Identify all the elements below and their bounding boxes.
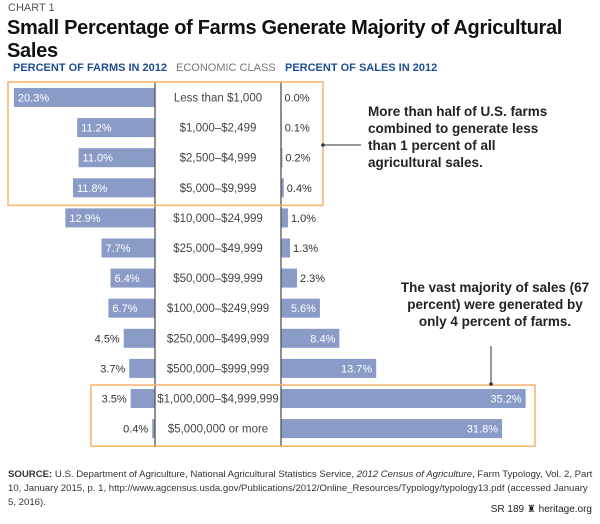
farms-bar (123, 328, 155, 348)
source-label: SOURCE: (8, 469, 53, 480)
sales-bar (281, 178, 284, 198)
sales-value-label: 0.4% (287, 183, 312, 195)
category-label: $5,000–$9,999 (180, 183, 257, 195)
farms-bar (101, 238, 155, 258)
sales-bar (281, 419, 503, 439)
farms-value-label: 3.7% (100, 363, 125, 375)
farms-header: PERCENT OF FARMS IN 2012 (13, 62, 168, 74)
farms-bar (13, 88, 156, 107)
farms-bar (77, 118, 155, 138)
farms-value-label: 11.0% (83, 153, 114, 165)
farms-bar (72, 178, 155, 198)
sales-bar (281, 208, 288, 228)
sales-bar (281, 238, 291, 258)
annotation-large-farms: The vast majority of sales (67 percent) … (400, 280, 590, 329)
sales-value-label: 8.4% (310, 333, 335, 345)
sales-bar (281, 389, 526, 408)
farms-value-label: 11.2% (81, 123, 112, 135)
sales-value-label: 0.1% (285, 123, 310, 135)
chart-title: Small Percentage of Farms Generate Major… (7, 17, 563, 62)
farms-bar (152, 419, 155, 439)
category-label: $2,500–$4,999 (180, 153, 257, 165)
category-label: $10,000–$24,999 (173, 213, 263, 225)
sales-value-label: 35.2% (490, 394, 521, 406)
source-title: 2012 Census of Agriculture (356, 469, 473, 480)
chart-kicker: CHART 1 (8, 2, 55, 14)
sales-value-label: 0.2% (285, 153, 310, 165)
sales-bar (281, 328, 340, 348)
category-label: $250,000–$499,999 (167, 333, 269, 345)
category-label: $5,000,000 or more (168, 424, 268, 436)
farms-value-label: 3.5% (102, 394, 127, 406)
farms-value-label: 6.7% (112, 303, 137, 315)
farms-value-label: 7.7% (105, 243, 130, 255)
category-label: $50,000–$99,999 (173, 273, 263, 285)
source-text: U.S. Department of Agriculture, National… (52, 469, 357, 480)
class-column (155, 82, 281, 448)
sales-bar (281, 268, 297, 288)
farms-value-label: 12.9% (69, 213, 100, 225)
chart-svg: 20.3% 0.0% 11.2% 0.1% 11.0% 0.2% 11.8% 0.4% 12.9… (7, 81, 536, 448)
footer-credit: SR 189 ♜ heritage.org (490, 504, 592, 515)
farms-bar (108, 298, 155, 318)
category-label: Less than $1,000 (174, 93, 262, 105)
class-header: ECONOMIC CLASS (176, 62, 276, 74)
farms-bar (65, 208, 155, 228)
category-label: $100,000–$249,999 (167, 303, 269, 315)
farms-bar (78, 148, 155, 168)
sales-value-label: 31.8% (467, 424, 498, 436)
category-label: $25,000–$49,999 (173, 243, 263, 255)
sales-value-label: 1.3% (293, 243, 318, 255)
farms-value-label: 6.4% (115, 273, 140, 285)
sales-value-label: 13.7% (341, 363, 372, 375)
farms-bar (130, 389, 155, 408)
category-label: $500,000–$999,999 (167, 363, 269, 375)
sales-header: PERCENT OF SALES IN 2012 (285, 62, 438, 74)
farms-value-label: 0.4% (123, 424, 148, 436)
farms-value-label: 4.5% (95, 333, 120, 345)
annotation-dot-2 (489, 382, 493, 386)
category-label: $1,000–$2,499 (180, 123, 257, 135)
annotation-dot-1 (321, 143, 325, 147)
farms-bar (110, 268, 155, 288)
highlight-box-large-farms (90, 384, 536, 447)
sales-value-label: 0.0% (285, 93, 310, 105)
source-text-rest: , Farm Typology, Vol. 2, Part 10, Januar… (8, 469, 593, 508)
source-note: SOURCE: U.S. Department of Agriculture, … (8, 468, 598, 510)
annotation-small-farms: More than half of U.S. farms combined to… (368, 104, 548, 170)
sales-bar (281, 298, 320, 318)
category-label: $1,000,000–$4,999,999 (157, 394, 279, 406)
sales-bar (281, 148, 283, 168)
sales-value-label: 5.6% (291, 303, 316, 315)
sales-bar (281, 358, 377, 378)
farms-bar (129, 358, 155, 378)
sales-value-label: 2.3% (300, 273, 325, 285)
farms-value-label: 20.3% (18, 93, 49, 105)
sales-value-label: 1.0% (291, 213, 316, 225)
farms-value-label: 11.8% (77, 183, 108, 195)
